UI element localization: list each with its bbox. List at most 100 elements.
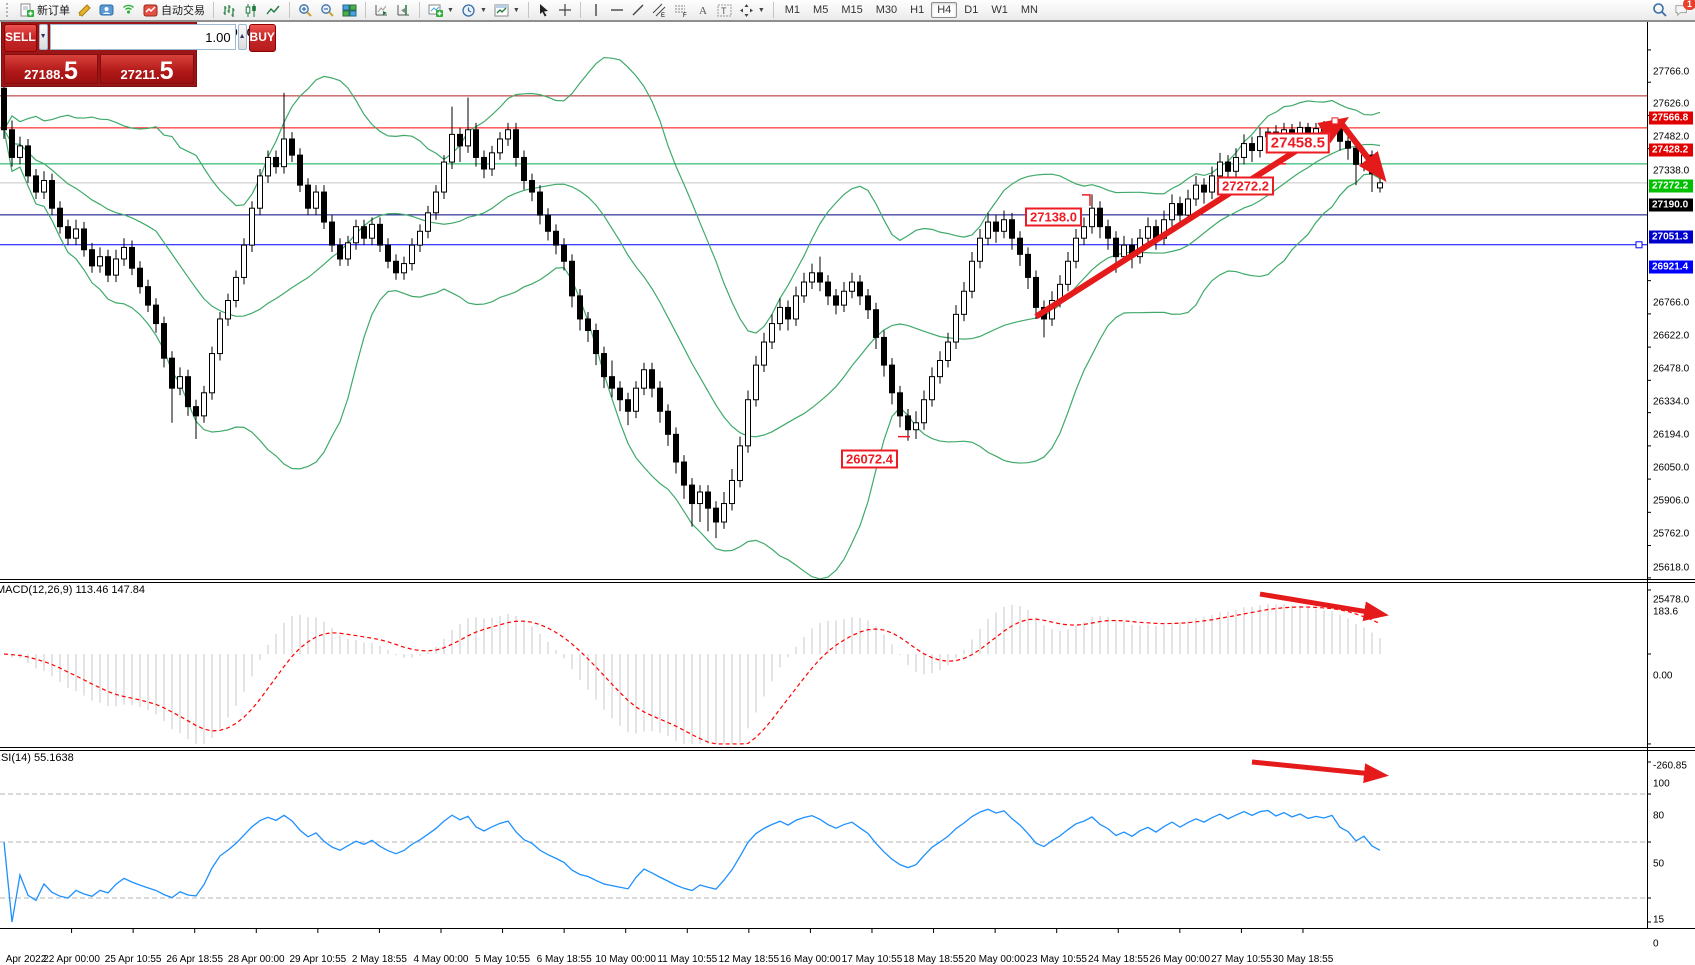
line-chart-icon — [266, 5, 280, 14]
buy-button[interactable]: BUY — [248, 24, 276, 52]
vertical-line-button[interactable] — [586, 1, 606, 19]
rsi-panel — [0, 793, 1647, 923]
price-badge: 27051.3 — [1649, 230, 1693, 244]
auto-trading-icon — [143, 4, 158, 16]
timeframe-button-H4[interactable]: H4 — [931, 2, 958, 18]
signals-button[interactable] — [118, 1, 139, 19]
date-label: 23 May 10:55 — [1026, 954, 1087, 965]
zoom-out-icon — [321, 3, 334, 17]
channel-button[interactable]: E — [649, 1, 670, 19]
date-label: 11 May 10:55 — [657, 954, 718, 965]
date-label: 25 Apr 10:55 — [104, 954, 162, 965]
price-tick-label: 26478.0 — [1653, 363, 1690, 375]
timeframe-button-W1[interactable]: W1 — [991, 4, 1008, 16]
bid-pip-digit: 5 — [63, 57, 78, 85]
market-button[interactable] — [96, 1, 117, 19]
new-chart-icon — [428, 4, 443, 17]
auto-trading-label: 自动交易 — [161, 5, 205, 17]
new-order-button[interactable]: 新订单 — [16, 1, 73, 19]
macd-tick-label: 183.6 — [1653, 606, 1679, 618]
toolbar-grip — [6, 3, 12, 17]
rsi-line — [3, 808, 1381, 923]
price-badge: 26921.4 — [1649, 260, 1693, 274]
volume-input[interactable] — [49, 24, 236, 50]
price-tick-label: 26766.0 — [1653, 297, 1690, 309]
timeframe-button-M5[interactable]: M5 — [813, 4, 829, 16]
candlestick-chart-button[interactable] — [241, 1, 262, 19]
text-label-button[interactable]: T — [714, 1, 735, 19]
new-order-icon — [20, 3, 34, 17]
auto-scroll-button[interactable] — [371, 1, 392, 19]
ask-price-display: 27211. 5 — [100, 54, 194, 84]
tile-windows-button[interactable] — [339, 1, 360, 19]
chart-shift-icon — [397, 4, 409, 15]
crosshair-button[interactable] — [555, 1, 575, 19]
timeframe-button-MN[interactable]: MN — [1020, 4, 1038, 16]
fibonacci-button[interactable]: F — [671, 1, 692, 19]
horizontal-line-button[interactable] — [607, 1, 627, 19]
drawn-arrows[interactable] — [898, 117, 1389, 784]
horizontal-line-icon — [610, 9, 623, 11]
vertical-line-icon — [595, 4, 597, 16]
timeframe-button-H1[interactable]: H1 — [910, 4, 925, 16]
chart-shift-button[interactable] — [393, 1, 414, 19]
price-tick-label: 26050.0 — [1653, 462, 1690, 474]
community-button[interactable] — [74, 1, 95, 19]
timeframe-button-D1[interactable]: D1 — [964, 4, 979, 16]
timeframe-button-M30[interactable]: M30 — [875, 4, 898, 16]
price-tick-label: 25762.0 — [1653, 528, 1690, 540]
line-chart-button[interactable] — [263, 1, 284, 19]
zoom-out-button[interactable] — [317, 1, 338, 19]
text-label-icon: T — [717, 4, 732, 16]
price-annotation[interactable]: 27138.0 — [1025, 207, 1082, 227]
price-tick-label: 26194.0 — [1653, 429, 1690, 441]
toolbar-separator — [289, 2, 290, 18]
price-tick-label: 25618.0 — [1653, 562, 1690, 574]
bar-chart-button[interactable] — [219, 1, 240, 19]
rsi-tick-label: 80 — [1653, 810, 1665, 822]
price-tick-label: 27626.0 — [1653, 98, 1690, 110]
cursor-button[interactable] — [534, 1, 554, 19]
toolbar-separator — [527, 2, 529, 18]
templates-button[interactable]: ▼ — [491, 1, 523, 19]
date-label: 30 May 18:55 — [1272, 954, 1334, 965]
text-button[interactable]: A — [693, 1, 713, 19]
one-click-trading-panel: SELL ▼ ▲ BUY 27188.5 27211.5 — [1, 21, 276, 87]
zoom-in-button[interactable] — [295, 1, 316, 19]
arrows-tool-button[interactable]: ▼ — [736, 1, 768, 19]
date-label: 2 May 18:55 — [351, 954, 407, 965]
price-annotation[interactable]: 27272.2 — [1217, 176, 1274, 196]
profiles-button[interactable]: ▼ — [458, 1, 490, 19]
price-tick-label: 25906.0 — [1653, 495, 1690, 507]
toolbar-separator — [213, 2, 214, 18]
horizontal-level-lines[interactable] — [0, 95, 1647, 249]
price-annotation[interactable]: 26072.4 — [841, 449, 898, 469]
timeframe-button-M1[interactable]: M1 — [784, 4, 801, 16]
volume-up-button[interactable]: ▲ — [237, 24, 247, 50]
rsi-name: RSI(14) — [0, 752, 31, 764]
rsi-tick-label: 15 — [1653, 914, 1665, 926]
sell-button[interactable]: SELL — [4, 24, 37, 52]
timeframe-button-M15[interactable]: M15 — [841, 4, 863, 16]
rsi-tick-label: 50 — [1653, 858, 1665, 870]
zoom-in-icon — [299, 3, 312, 17]
new-chart-button[interactable]: ▼ — [425, 1, 457, 19]
price-tick-label: 27766.0 — [1653, 66, 1690, 78]
ask-pip-digit: 5 — [159, 57, 174, 85]
date-label: 22 Apr 00:00 — [43, 954, 100, 965]
line-selection-handle[interactable] — [1635, 241, 1643, 249]
chart-window[interactable]: JPN225-,H4 27167.5 27247.5 27147.5 27190… — [0, 22, 1695, 965]
price-annotation[interactable]: 27458.5 — [1265, 132, 1330, 154]
chart-canvas[interactable] — [0, 22, 1695, 946]
bid-main-digits: 27188 — [24, 67, 61, 82]
macd-panel — [3, 603, 1381, 745]
trendline-button[interactable] — [628, 1, 648, 19]
dropdown-caret-icon: ▼ — [447, 6, 454, 14]
notifications-button[interactable]: 1 — [1672, 0, 1695, 18]
toolbar-separator — [419, 2, 420, 18]
date-label: 26 Apr 18:55 — [166, 954, 224, 965]
search-button[interactable] — [1649, 1, 1671, 19]
auto-trading-button[interactable]: 自动交易 — [140, 1, 208, 19]
volume-down-button[interactable]: ▼ — [38, 24, 48, 50]
price-badge: 27428.2 — [1649, 143, 1693, 157]
